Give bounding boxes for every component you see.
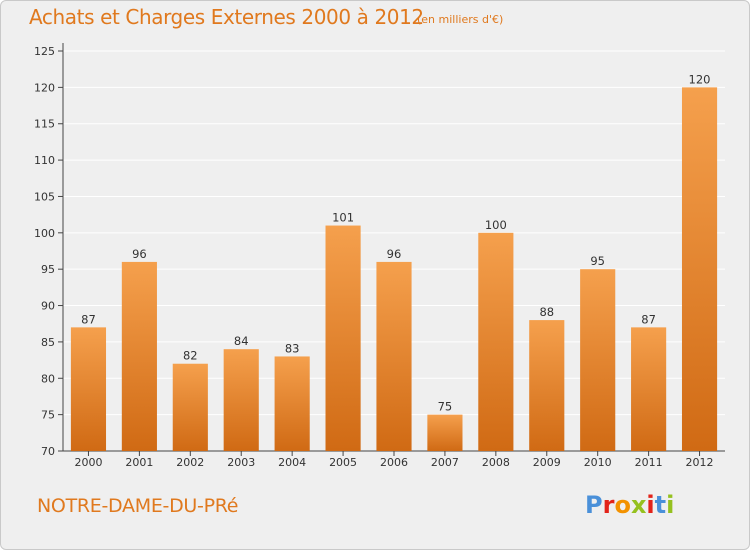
logo-letter: x (630, 491, 647, 519)
logo-letter: o (614, 491, 631, 519)
data-label: 101 (332, 211, 354, 225)
y-tick-label: 85 (41, 336, 55, 349)
y-tick-label: 125 (34, 45, 55, 58)
data-label: 83 (285, 341, 300, 355)
logo-letter: i (666, 491, 675, 519)
y-tick-label: 95 (41, 263, 55, 276)
bar-2003 (223, 349, 259, 451)
x-tick-label: 2001 (125, 456, 153, 469)
bars (70, 87, 718, 451)
x-tick-label: 2008 (482, 456, 510, 469)
data-label: 84 (234, 334, 249, 348)
bar-2010 (580, 269, 616, 451)
y-tick-label: 80 (41, 372, 55, 385)
labels: 70 75 80 85 90 95 100 105 110 115 120 125 2000 87 2001… (34, 45, 714, 469)
data-label: 96 (132, 247, 147, 261)
y-tick-label: 100 (34, 227, 55, 240)
y-tick-label: 75 (41, 409, 55, 422)
chart-subtitle: (en milliers d'€) (417, 13, 504, 26)
data-label: 88 (539, 305, 554, 319)
y-tick-label: 90 (41, 300, 55, 313)
x-tick-label: 2000 (74, 456, 102, 469)
data-label: 95 (590, 254, 605, 268)
x-tick-label: 2003 (227, 456, 255, 469)
bar-2000 (70, 327, 107, 451)
x-tick-label: 2007 (431, 456, 459, 469)
y-tick-label: 105 (34, 190, 55, 203)
data-label: 100 (485, 218, 507, 232)
x-tick-label: 2010 (584, 456, 612, 469)
logo-letter: t (654, 491, 667, 519)
bar-2008 (478, 232, 514, 451)
bar-2007 (427, 414, 463, 451)
y-tick-label: 120 (34, 81, 55, 94)
data-label: 75 (438, 400, 453, 414)
y-tick-label: 70 (41, 445, 55, 458)
data-label: 120 (689, 72, 711, 86)
y-tick-label: 115 (34, 118, 55, 131)
x-tick-label: 2012 (686, 456, 714, 469)
bar-2006 (376, 261, 412, 451)
data-label: 96 (387, 247, 402, 261)
y-tick-label: 110 (34, 154, 55, 167)
bar-2002 (172, 363, 208, 451)
chart-title: Achats et Charges Externes 2000 à 2012 (29, 5, 424, 29)
data-label: 87 (641, 312, 656, 326)
bar-2001 (121, 261, 157, 451)
x-tick-label: 2009 (533, 456, 561, 469)
x-tick-label: 2006 (380, 456, 408, 469)
logo-letter: i (646, 491, 655, 519)
x-tick-label: 2005 (329, 456, 357, 469)
data-label: 82 (183, 349, 198, 363)
bar-2011 (631, 327, 667, 451)
bar-2009 (529, 320, 565, 451)
x-tick-label: 2002 (176, 456, 204, 469)
bar-2005 (325, 225, 361, 451)
data-label: 87 (81, 312, 96, 326)
x-tick-label: 2004 (278, 456, 306, 469)
logo-letter: r (602, 491, 615, 519)
bar-2004 (274, 356, 310, 451)
logo-letter: P (585, 491, 603, 519)
x-tick-label: 2011 (635, 456, 663, 469)
proxiti-logo: Proxiti (585, 491, 674, 519)
place-name: NOTRE-DAME-DU-PRé (37, 495, 239, 517)
bar-2012 (681, 87, 718, 451)
